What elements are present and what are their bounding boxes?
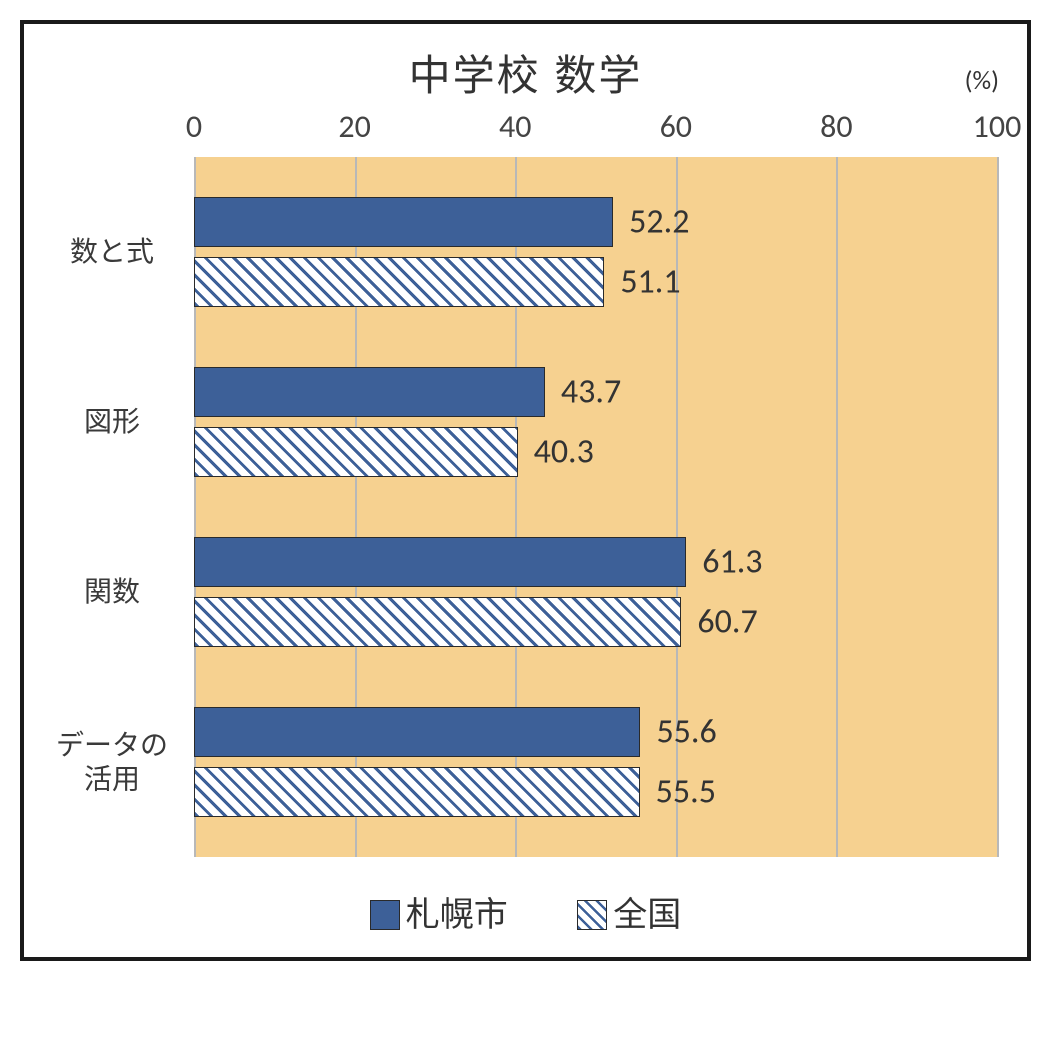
bar-value-label: 52.2	[629, 202, 689, 243]
bar-sapporo	[194, 707, 640, 757]
bar-value-label: 43.7	[561, 372, 621, 413]
x-tick-label: 100	[973, 107, 1022, 146]
category-label: 関数	[42, 575, 182, 609]
x-tick-label: 80	[820, 107, 852, 146]
legend-label: 札幌市	[406, 896, 508, 934]
category-label: 数と式	[42, 235, 182, 269]
category-label: データの 活用	[42, 728, 182, 795]
legend-swatch-hatch	[577, 900, 607, 930]
bar-value-label: 40.3	[534, 432, 594, 473]
gridline	[997, 157, 999, 857]
bar-value-label: 60.7	[697, 602, 757, 643]
chart-title: 中学校 数学	[44, 42, 1007, 103]
legend-label: 全国	[613, 896, 681, 934]
chart-body: 020406080100 数と式52.251.1図形43.740.3関数61.3…	[194, 107, 997, 877]
legend: 札幌市 全国	[44, 887, 1007, 936]
chart-frame: 中学校 数学 (%) 0 20 40 60 80 100 数と式 52.2 51.1 図形 43.…	[20, 20, 1031, 961]
bar-national	[194, 427, 518, 477]
bar-national	[194, 767, 640, 817]
plot-area: 数と式52.251.1図形43.740.3関数61.360.7データの 活用55…	[194, 157, 997, 857]
bar-sapporo	[194, 537, 686, 587]
x-axis-labels: 020406080100	[194, 107, 997, 157]
bar-value-label: 61.3	[702, 542, 762, 583]
chart-container: 中学校 数学 (%) 0 20 40 60 80 100 数と式 52.2 51.1 図形 43.…	[0, 0, 1051, 1051]
x-tick-label: 60	[660, 107, 692, 146]
bar-value-label: 55.6	[656, 712, 716, 753]
unit-label: (%)	[965, 64, 999, 96]
x-tick-label: 40	[499, 107, 531, 146]
legend-swatch-solid	[370, 900, 400, 930]
bar-national	[194, 597, 681, 647]
legend-item-national: 全国	[577, 887, 681, 936]
bar-national	[194, 257, 604, 307]
bar-sapporo	[194, 367, 545, 417]
bar-sapporo	[194, 197, 613, 247]
gridline	[836, 157, 838, 857]
x-tick-label: 0	[186, 107, 202, 146]
bar-value-label: 55.5	[656, 772, 716, 813]
x-tick-label: 20	[338, 107, 370, 146]
category-label: 図形	[42, 405, 182, 439]
legend-item-sapporo: 札幌市	[370, 887, 508, 936]
bar-value-label: 51.1	[620, 262, 680, 303]
